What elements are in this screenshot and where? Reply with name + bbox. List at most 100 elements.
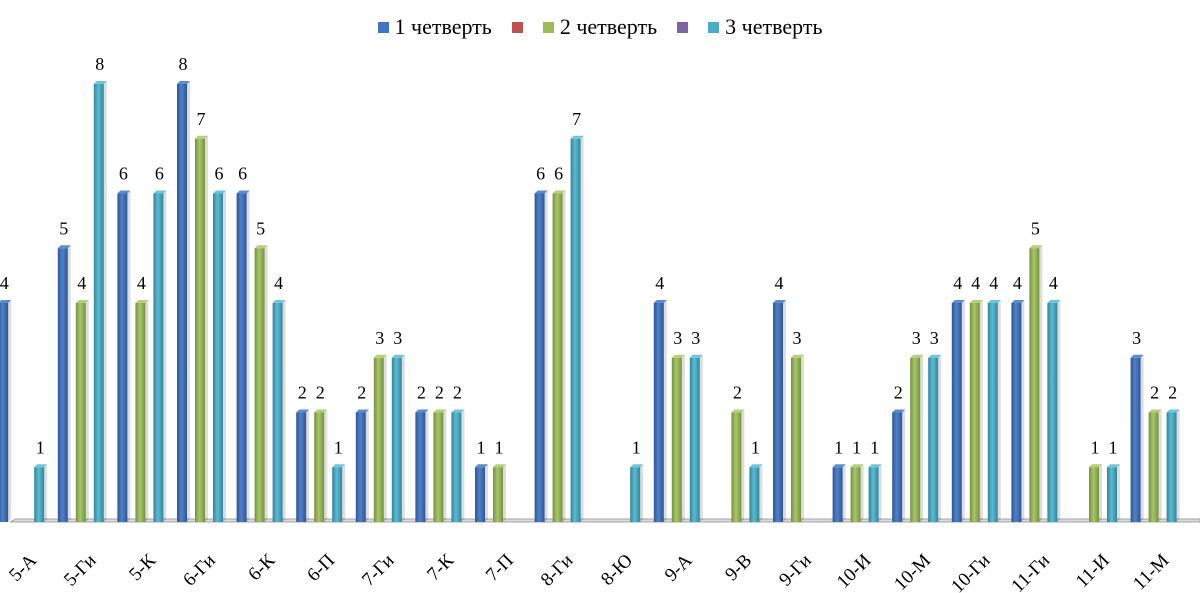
bar-side-s5-9-А: [699, 354, 703, 522]
bar-top-s3-6-П: [314, 409, 328, 413]
bar-side-s3-7-Ги: [383, 354, 387, 522]
bar-side-s5-5-А: [44, 464, 48, 522]
bar-s5-6-П: [332, 467, 343, 522]
bar-side-s1-5-Ги: [67, 245, 71, 522]
bar-s1-7-К: [415, 412, 426, 522]
bar-side-s3-7-К: [443, 409, 447, 522]
bar-s3-7-П: [493, 467, 503, 522]
bar-side-s3-11-Ги: [1039, 245, 1043, 522]
bar-top-s3-8-Ги: [552, 190, 566, 194]
bar-side-s1-9-А: [663, 300, 667, 522]
bar-top-s1-6-К: [236, 190, 250, 194]
bar-side-s1-7-К: [425, 409, 429, 522]
bar-s1-7-Ги: [355, 412, 366, 522]
bar-s5-10-И: [868, 467, 879, 522]
bar-top-s1-7-К: [415, 409, 429, 413]
bar-top-s5-8-Ю: [630, 464, 644, 468]
bar-s3-5-К: [135, 303, 146, 522]
bar-s1-11-Ги: [1011, 303, 1022, 522]
value-label-s1-8-Ги: 6: [536, 164, 545, 184]
bar-side-s3-9-В: [741, 409, 745, 522]
x-tick-10-И: 10-И: [833, 550, 876, 593]
legend-label-series-1: 1 четверть: [394, 14, 492, 39]
bar-s5-8-Ги: [570, 138, 581, 522]
bar-top-s5-5-К: [153, 190, 167, 194]
legend-swatch-series-2: [511, 21, 523, 33]
bar-side-s5-6-П: [342, 464, 346, 522]
bar-side-s1-11-Ги: [1021, 300, 1025, 522]
x-tick-5-Ги: 5-Ги: [60, 550, 100, 590]
bar-side-s1-10-И: [842, 464, 846, 522]
x-tick-6-П: 6-П: [303, 550, 339, 586]
value-label-s1-11-Ги: 4: [1013, 273, 1022, 293]
legend-swatch-series-4: [677, 21, 689, 33]
legend-item-series-2: [511, 21, 523, 33]
bar-s5-11-М: [1166, 412, 1177, 522]
x-tick-5-К: 5-К: [125, 550, 160, 585]
value-label-s5-9-А: 3: [691, 328, 700, 348]
legend-swatch-series-1: [377, 21, 389, 33]
bar-top-s3-11-Ги: [1029, 245, 1043, 249]
bar-top-s5-10-М: [928, 354, 942, 358]
bar-top-s3-11-М: [1148, 409, 1162, 413]
bar-side-s5-10-Ги: [997, 300, 1001, 522]
bar-s1-9-А: [653, 303, 664, 522]
bar-top-s3-5-Ги: [75, 300, 89, 303]
bar-side-s1-11-М: [1140, 354, 1144, 522]
value-label-s5-10-М: 3: [930, 328, 939, 348]
bar-s1-8-Ги: [534, 193, 545, 522]
bar-side-s3-10-Ги: [979, 300, 983, 522]
bar-top-s5-10-И: [868, 464, 882, 468]
bar-side-s3-10-М: [920, 354, 924, 522]
bar-s5-5-Ги: [93, 84, 104, 522]
x-tick-5-А: 5-А: [5, 550, 41, 586]
bar-top-s5-10-Ги: [987, 300, 1001, 303]
value-label-s3-5-К: 4: [137, 273, 146, 293]
x-tick-11-Ги: 11-Ги: [1007, 550, 1054, 593]
x-tick-10-М: 10-М: [890, 550, 935, 593]
value-label-s1-6-К: 6: [238, 164, 247, 184]
bar-top-s5-8-Ги: [570, 135, 584, 139]
bar-top-s3-10-Ги: [969, 300, 983, 303]
value-label-s5-6-П: 1: [334, 437, 343, 457]
bar-top-s5-7-К: [451, 409, 465, 413]
value-label-s3-10-М: 3: [912, 328, 921, 348]
x-tick-11-И: 11-И: [1072, 550, 1114, 592]
bar-side-s1-7-П: [485, 464, 488, 522]
bar-s3-8-Ги: [552, 193, 563, 522]
bar-top-s3-7-К: [433, 409, 447, 413]
bar-top-s1-10-И: [832, 464, 846, 468]
bar-s3-9-В: [731, 412, 742, 522]
value-label-s3-6-К: 5: [256, 218, 265, 238]
bars-layer: [0, 81, 1180, 522]
bar-side-s1-8-Ги: [544, 190, 548, 522]
bar-top-s5-6-П: [332, 464, 346, 468]
x-tick-labels-layer: 5-А 5-Ги 5-К 6-Ги 6-К 6-П 7-Ги 7-К 7-П 8-Ги 8-Ю 9-А…: [5, 550, 1173, 593]
x-tick-6-Ги: 6-Ги: [179, 550, 219, 590]
bar-top-s3-9-В: [731, 409, 745, 413]
x-tick-11-М: 11-М: [1129, 550, 1173, 593]
value-label-s3-7-Ги: 3: [375, 328, 384, 348]
value-label-s3-9-Ги: 3: [793, 328, 802, 348]
bar-s5-8-Ю: [630, 467, 641, 522]
bar-side-s1-9-Ги: [783, 300, 786, 522]
bar-top-s5-5-Ги: [93, 81, 107, 84]
value-label-s5-8-Ю: 1: [632, 437, 641, 457]
bar-top-s1-7-П: [475, 464, 488, 468]
bar-side-s5-11-Ги: [1057, 300, 1061, 522]
value-label-s5-5-А: 1: [36, 437, 45, 457]
bar-side-s1-5-К: [127, 190, 131, 522]
bar-s3-9-Ги: [791, 357, 801, 522]
bar-top-s5-6-Ги: [213, 190, 226, 194]
value-label-s1-9-Ги: 4: [775, 273, 784, 293]
bar-top-s5-11-Ги: [1047, 300, 1061, 303]
bar-side-s1-5-А: [8, 300, 12, 522]
bar-side-s3-9-А: [681, 354, 685, 522]
bar-top-s3-6-Ги: [195, 135, 208, 139]
bar-top-s3-9-А: [671, 354, 685, 358]
legend-swatch-series-3: [542, 21, 554, 33]
bar-top-s1-11-М: [1130, 354, 1144, 358]
value-label-s3-11-М: 2: [1150, 383, 1159, 403]
bar-s5-6-К: [272, 303, 283, 522]
bar-s3-11-Ги: [1029, 248, 1040, 522]
